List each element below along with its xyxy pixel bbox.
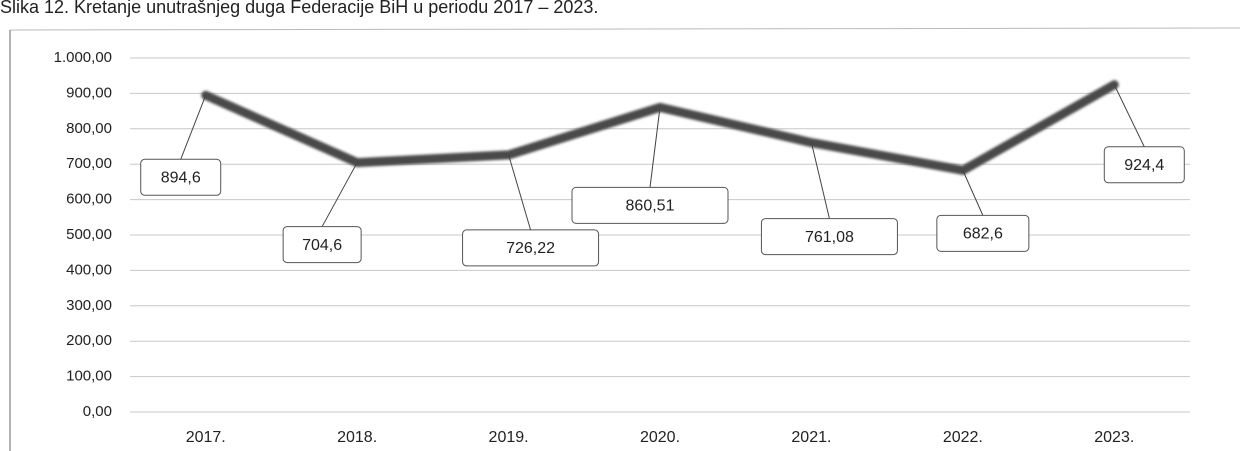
leader-line <box>321 162 358 227</box>
x-tick-label: 2018. <box>337 429 377 446</box>
x-tick-label: 2023. <box>1094 429 1134 446</box>
data-label: 894,6 <box>161 170 201 187</box>
leader-line <box>180 95 207 160</box>
leader-line <box>649 107 661 188</box>
leader-line <box>1113 84 1145 147</box>
leader-line <box>962 170 984 216</box>
label-box <box>1103 146 1185 184</box>
x-tick-label: 2021. <box>791 429 831 446</box>
data-label: 726,22 <box>506 240 555 257</box>
chart-title: Slika 12. Kretanje unutrašnjeg duga Fede… <box>0 0 598 17</box>
y-tick-label: 400,00 <box>66 261 112 278</box>
label-box <box>571 186 729 224</box>
y-tick-label: 500,00 <box>66 226 112 243</box>
y-tick-label: 1.000,00 <box>54 49 112 66</box>
x-tick-label: 2017. <box>186 429 226 446</box>
y-tick-label: 800,00 <box>66 120 112 137</box>
y-tick-label: 600,00 <box>66 191 112 208</box>
x-tick-label: 2019. <box>489 429 529 446</box>
x-tick-label: 2022. <box>943 429 983 446</box>
y-tick-label: 0,00 <box>83 403 112 420</box>
data-label: 761,08 <box>805 229 854 246</box>
data-label: 924,4 <box>1124 157 1164 174</box>
y-tick-label: 100,00 <box>66 368 112 385</box>
y-tick-label: 700,00 <box>66 155 112 172</box>
y-tick-label: 200,00 <box>66 332 112 349</box>
label-box <box>936 214 1030 252</box>
x-tick-label: 2020. <box>640 429 680 446</box>
data-label: 704,6 <box>302 237 342 254</box>
label-box <box>760 218 898 256</box>
leader-line <box>810 142 830 219</box>
y-tick-label: 300,00 <box>66 297 112 314</box>
label-box <box>462 229 600 267</box>
frame-top <box>9 27 1241 31</box>
y-tick-label: 900,00 <box>66 84 112 101</box>
data-label: 682,6 <box>963 226 1003 243</box>
leader-line <box>508 154 532 231</box>
data-label: 860,51 <box>626 198 675 215</box>
label-box <box>140 158 222 196</box>
label-box <box>282 226 362 264</box>
